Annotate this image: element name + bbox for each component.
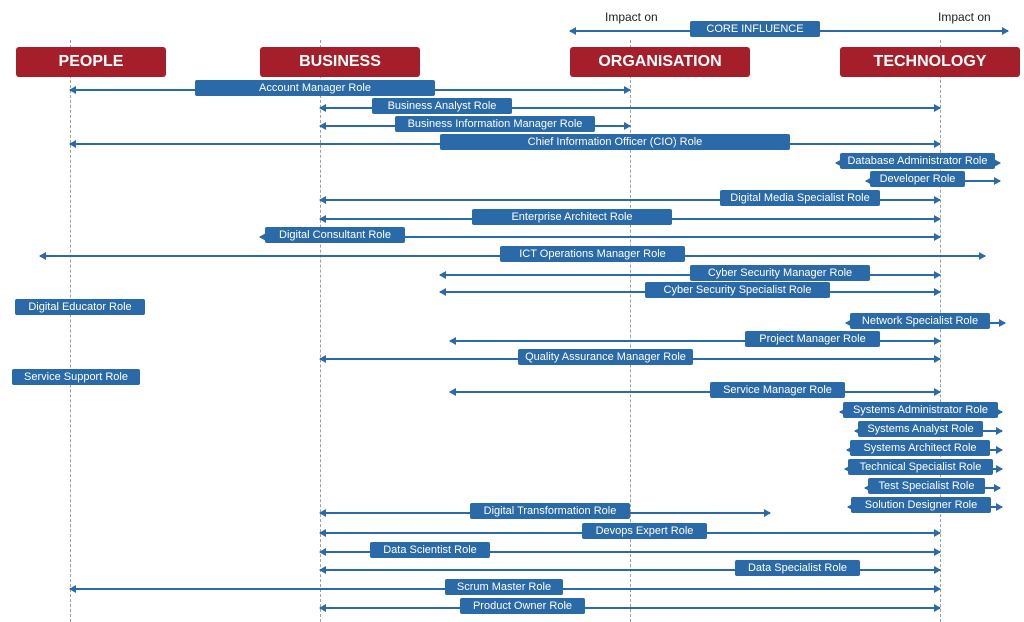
role-data-specialist-role: Data Specialist Role (735, 560, 860, 576)
role-enterprise-architect-role: Enterprise Architect Role (472, 209, 672, 225)
role-chief-information-officer-cio-role: Chief Information Officer (CIO) Role (440, 134, 790, 150)
role-business-information-manager-role: Business Information Manager Role (395, 116, 595, 132)
impact-label-left: Impact on (605, 10, 658, 24)
role-ict-operations-manager-role: ICT Operations Manager Role (500, 246, 685, 262)
role-influence-chart: PEOPLE BUSINESS ORGANISATION TECHNOLOGY Impa… (0, 0, 1024, 622)
role-systems-architect-role: Systems Architect Role (850, 440, 990, 456)
span-arrow (320, 607, 940, 609)
role-business-analyst-role: Business Analyst Role (372, 98, 512, 114)
role-network-specialist-role: Network Specialist Role (850, 313, 990, 329)
role-database-administrator-role: Database Administrator Role (840, 153, 995, 169)
role-digital-educator-role: Digital Educator Role (15, 299, 145, 315)
role-service-support-role: Service Support Role (12, 369, 140, 385)
role-systems-analyst-role: Systems Analyst Role (858, 421, 983, 437)
span-arrow (570, 30, 690, 32)
role-test-specialist-role: Test Specialist Role (868, 478, 985, 494)
span-arrow (820, 30, 1008, 32)
role-cyber-security-manager-role: Cyber Security Manager Role (690, 265, 870, 281)
header-business: BUSINESS (260, 47, 420, 77)
role-solution-designer-role: Solution Designer Role (851, 497, 991, 513)
header-people: PEOPLE (16, 47, 166, 77)
column-line-people (70, 40, 71, 622)
role-data-scientist-role: Data Scientist Role (370, 542, 490, 558)
role-project-manager-role: Project Manager Role (745, 331, 880, 347)
role-devops-expert-role: Devops Expert Role (582, 523, 707, 539)
role-digital-transformation-role: Digital Transformation Role (470, 503, 630, 519)
header-technology: TECHNOLOGY (840, 47, 1020, 77)
role-scrum-master-role: Scrum Master Role (445, 579, 563, 595)
role-product-owner-role: Product Owner Role (460, 598, 585, 614)
role-digital-media-specialist-role: Digital Media Specialist Role (720, 190, 880, 206)
role-cyber-security-specialist-role: Cyber Security Specialist Role (645, 282, 830, 298)
header-organisation: ORGANISATION (570, 47, 750, 77)
role-service-manager-role: Service Manager Role (710, 382, 845, 398)
role-account-manager-role: Account Manager Role (195, 80, 435, 96)
core-influence-box: CORE INFLUENCE (690, 21, 820, 37)
impact-label-right: Impact on (938, 10, 991, 24)
role-digital-consultant-role: Digital Consultant Role (265, 227, 405, 243)
span-arrow (450, 391, 940, 393)
role-quality-assurance-manager-role: Quality Assurance Manager Role (518, 349, 693, 365)
role-technical-specialist-role: Technical Specialist Role (848, 459, 993, 475)
role-systems-administrator-role: Systems Administrator Role (843, 402, 998, 418)
role-developer-role: Developer Role (870, 171, 965, 187)
